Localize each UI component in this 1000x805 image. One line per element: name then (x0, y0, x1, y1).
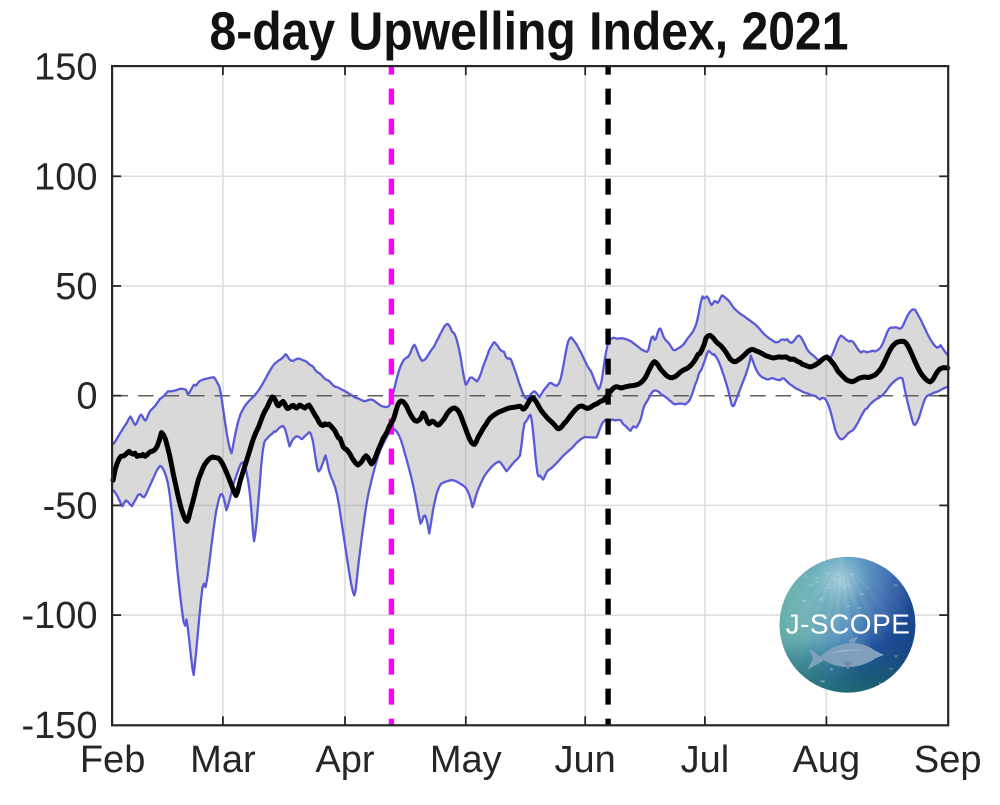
svg-text:Apr: Apr (315, 739, 374, 781)
svg-text:Mar: Mar (190, 739, 256, 781)
svg-text:-150: -150 (21, 705, 97, 747)
svg-text:Aug: Aug (793, 739, 861, 781)
svg-text:J-SCOPE: J-SCOPE (786, 609, 911, 640)
svg-text:Jul: Jul (681, 739, 730, 781)
svg-text:0: 0 (76, 376, 97, 418)
svg-text:50: 50 (55, 266, 97, 308)
svg-text:May: May (430, 739, 502, 781)
svg-text:-50: -50 (43, 485, 98, 527)
svg-text:Jun: Jun (555, 739, 616, 781)
svg-text:150: 150 (34, 47, 97, 89)
svg-text:Feb: Feb (80, 739, 145, 781)
svg-text:8-day Upwelling Index, 2021: 8-day Upwelling Index, 2021 (210, 2, 849, 62)
svg-text:100: 100 (34, 156, 97, 198)
svg-text:Sep: Sep (914, 739, 982, 781)
svg-text:-100: -100 (21, 595, 97, 637)
